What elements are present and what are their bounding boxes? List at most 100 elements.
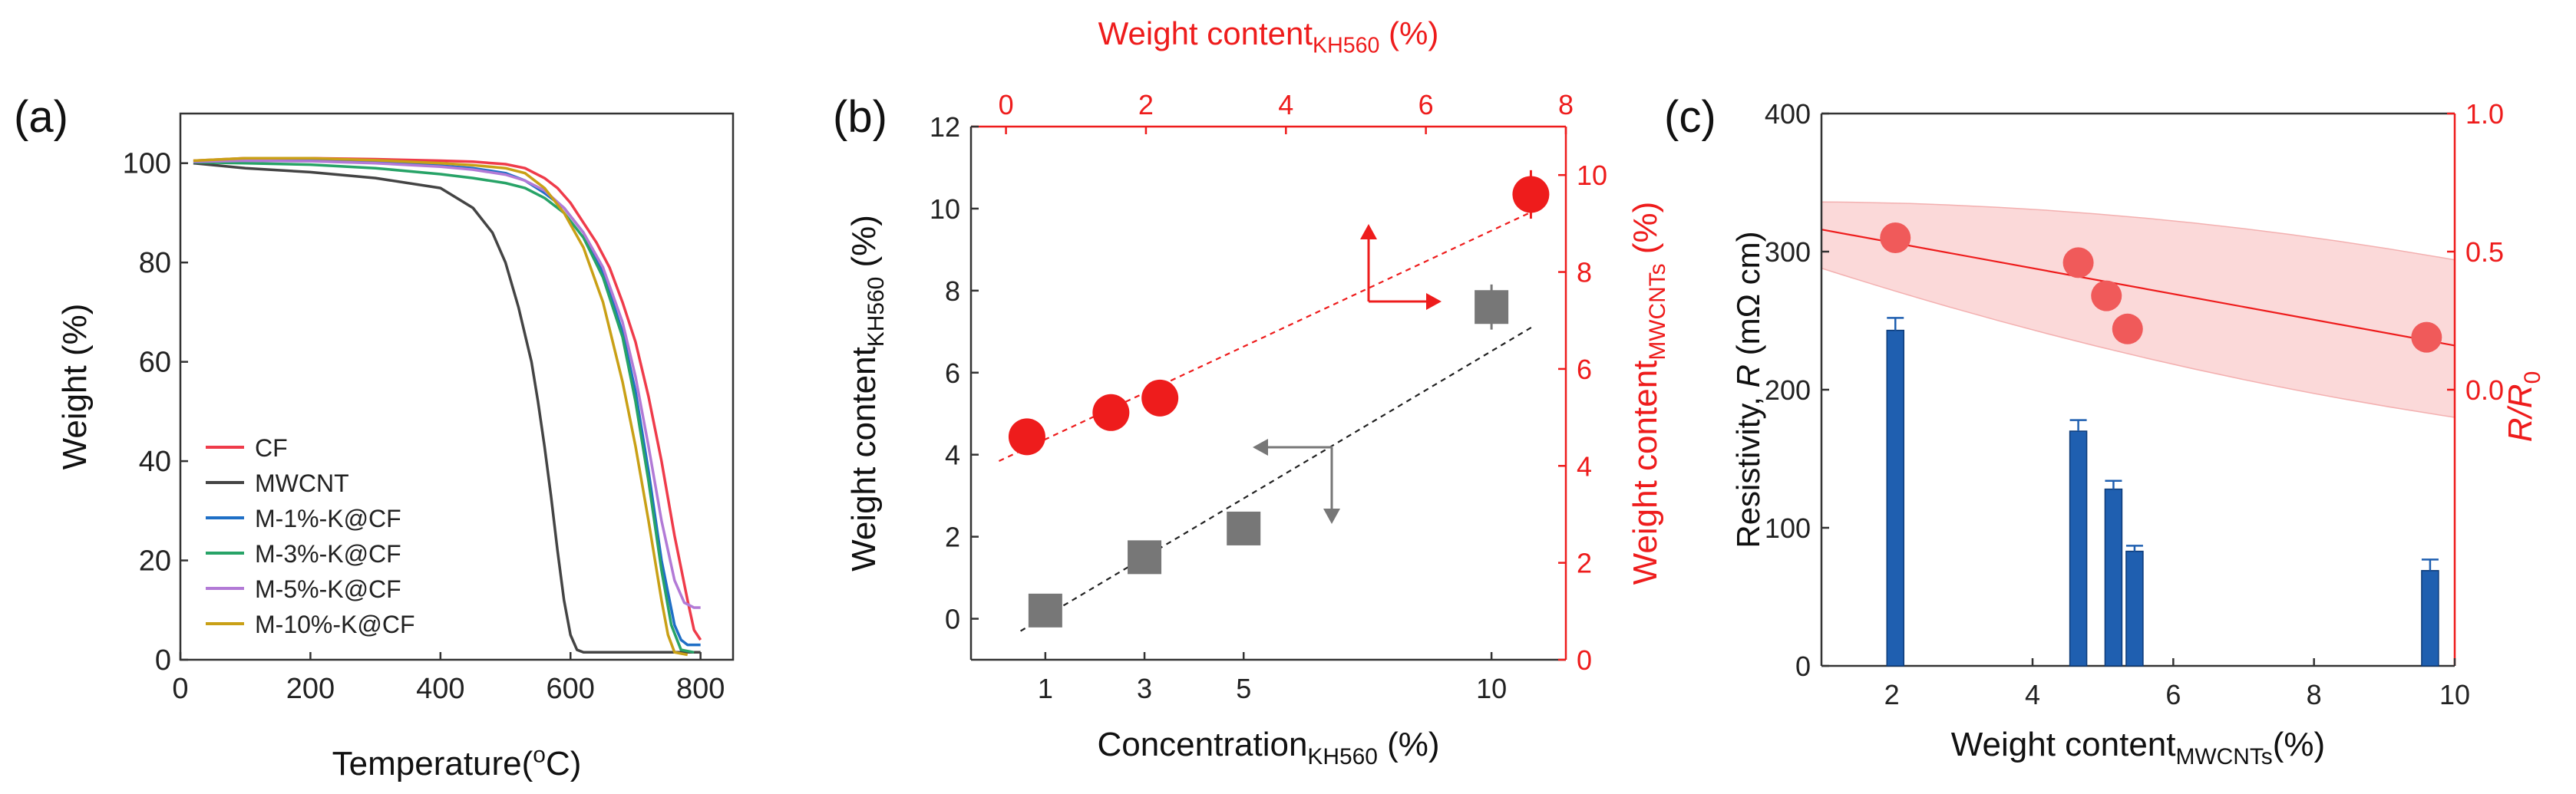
panel-a-legend-entry: M-5%-K@CF <box>255 575 401 603</box>
panel-c-y-axis-label-part-0: Resistivity, <box>1730 387 1766 548</box>
panel-c-right-axis-label-part-3: 0 <box>2520 371 2545 384</box>
panel-a-x-tick-label: 600 <box>547 673 595 705</box>
panel-a-label: (a) <box>14 92 68 142</box>
panel-a-legend-entry: M-10%-K@CF <box>255 611 415 638</box>
panel-c-y-tick-label: 300 <box>1765 236 1811 268</box>
panel-a-x-tick-label: 0 <box>172 673 188 705</box>
panel-c-ratio-point <box>1880 222 1911 253</box>
panel-a-y-tick-label: 80 <box>139 247 171 279</box>
panel-b-right-axis-label-part-2: (%) <box>1627 202 1664 264</box>
panel-b-right-tick-label: 0 <box>1577 644 1592 676</box>
panel-c-ratio-point <box>2062 247 2094 278</box>
panel-b-y-tick-label: 10 <box>930 193 960 225</box>
panel-b-x-axis-label: ConcentrationKH560 (%) <box>1097 726 1439 769</box>
panel-b-mwcnt-fit-line <box>999 208 1538 462</box>
panel-c-x-tick-label: 10 <box>2439 679 2470 710</box>
panel-a-series-line <box>193 156 689 657</box>
panel-a-y-tick-label: 20 <box>139 545 171 578</box>
panel-b-y-tick-label: 8 <box>945 275 960 307</box>
panel-c-x-axis-label: Weight contentMWCNTs(%) <box>1951 726 2325 769</box>
panel-c-right-axis-label-part-1: / <box>2502 405 2539 420</box>
panel-c-right-axis-label-part-0: R <box>2502 417 2539 442</box>
panel-b-right-axis-label: Weight contentMWCNTs (%) <box>1627 202 1670 585</box>
panel-c-resistivity-bar <box>2125 550 2144 667</box>
panel-b-kh560-point <box>1227 511 1261 545</box>
panel-a-x-tick-label: 200 <box>286 673 335 705</box>
panel-b-mwcnt-point <box>1141 379 1179 417</box>
panel-a-x-tick-label: 400 <box>416 673 464 705</box>
panel-a-y-tick-label: 0 <box>155 644 171 677</box>
panel-c-x-tick-label: 8 <box>2307 679 2322 710</box>
panel-b-right-tick-label: 8 <box>1577 257 1592 288</box>
panel-b-top-tick-label: 4 <box>1278 89 1293 120</box>
panel-c-resistivity-errorbar <box>2069 419 2087 431</box>
panel-c-right-tick-label: 0.0 <box>2465 374 2504 406</box>
panel-b-top-tick-label: 0 <box>999 89 1014 120</box>
panel-b-x-tick-label: 3 <box>1137 673 1152 704</box>
panel-c-resistivity-bar <box>2069 430 2088 667</box>
panel-b-mwcnt-point <box>1008 418 1045 456</box>
panel-c-resistivity-bar <box>2104 488 2123 667</box>
panel-b-x-tick-label: 5 <box>1236 673 1251 704</box>
panel-a-y-tick-label: 40 <box>139 446 171 478</box>
panel-b-kh560-point <box>1475 290 1509 325</box>
panel-b-x-tick-label: 10 <box>1476 673 1507 704</box>
panel-a-series-line <box>193 159 701 609</box>
panel-b-red-arrow-lines <box>1367 238 1428 303</box>
panel-b-right-tick-label: 10 <box>1577 160 1607 191</box>
panel-c-resistivity-errorbar <box>2125 545 2143 552</box>
panel-b-right-tick-label: 4 <box>1577 450 1592 482</box>
panel-c-y-axis-label-part-1: R <box>1730 364 1766 387</box>
panel-b-kh560-point <box>1028 593 1062 628</box>
panel-b-kh560-fit-line <box>1020 327 1532 632</box>
panel-c-right-tick-label: 0.5 <box>2465 236 2504 268</box>
panel-c-y-tick-label: 0 <box>1795 651 1811 682</box>
panel-c-resistivity-errorbar <box>2421 558 2439 571</box>
panel-a-legend-entry: CF <box>255 434 288 462</box>
panel-b-y-tick-label: 4 <box>945 440 960 471</box>
panel-c-x-axis-label-part-0: Weight content <box>1951 726 2176 763</box>
panel-b-grey-arrow-down-head <box>1323 509 1340 524</box>
panel-b-right-axis-label-part-1: MWCNTs <box>1645 263 1670 360</box>
panel-b-x-tick-label: 1 <box>1038 673 1053 704</box>
panel-b-y-axis-label: Weight contentKH560 (%) <box>845 215 889 572</box>
panel-c-resistivity-bar <box>2421 570 2439 667</box>
panel-b-y-tick-label: 12 <box>930 111 960 143</box>
panel-b-y-axis-label-part-0: Weight content <box>845 347 883 572</box>
panel-b-top-axis-label-part-1: KH560 <box>1313 34 1379 58</box>
panel-a-series-line <box>193 159 701 647</box>
panel-b-top-tick-label: 6 <box>1418 89 1434 120</box>
panel-c-x-tick-label: 6 <box>2165 679 2181 710</box>
panel-b-y-axis-label-part-1: KH560 <box>864 277 889 347</box>
panel-c-ratio-point <box>2112 313 2143 344</box>
panel-b-mwcnt-point <box>1092 394 1130 431</box>
panel-c-y-axis-label-part-2: (mΩ cm) <box>1730 231 1766 364</box>
panel-b-top-tick-label: 8 <box>1558 89 1574 120</box>
panel-b-y-axis-label-part-2: (%) <box>845 215 883 277</box>
panel-c-ratio-fit-line <box>1821 229 2455 347</box>
panel-b-label: (b) <box>833 92 887 142</box>
panel-c-confidence-band <box>1821 201 2455 418</box>
panel-c-x-tick-label: 4 <box>2025 679 2040 710</box>
panel-a-frame <box>179 112 735 661</box>
panel-b-top-tick-label: 2 <box>1138 89 1154 120</box>
panel-c-right-axis-label: R/R0 <box>2502 371 2545 442</box>
panel-a-y-tick-label: 100 <box>123 148 171 180</box>
panel-c-y-axis-label: Resistivity, R (mΩ cm) <box>1730 231 1766 548</box>
panel-b: 1 3 5 10 0 2 4 6 8 10 12 0 2 4 6 8 10 0 2 4 6 8 (b) Concentrati… <box>833 15 1670 769</box>
panel-a-y-tick-label: 60 <box>139 347 171 379</box>
panel-b-mwcnt-point <box>1512 176 1550 213</box>
panel-c-x-axis-label-part-1: MWCNTs <box>2176 744 2273 769</box>
panel-b-grey-arrow-left-head <box>1253 439 1268 456</box>
panel-a-legend-entry: MWCNT <box>255 469 349 497</box>
panel-a-y-axis-label: Weight (%) <box>56 304 94 470</box>
panel-c-x-axis-label-part-2: (%) <box>2273 726 2325 763</box>
panel-c-ratio-point <box>2091 280 2122 311</box>
panel-c-resistivity-bar <box>1886 329 1904 667</box>
panel-a-legend-entry: M-1%-K@CF <box>255 505 401 532</box>
panel-c-right-tick-label: 1.0 <box>2465 98 2504 130</box>
panel-c-resistivity-errorbar <box>2105 479 2122 489</box>
panel-a-x-axis-label-part-0: Temperature( <box>332 745 533 782</box>
panel-c-y-tick-label: 100 <box>1765 512 1811 544</box>
